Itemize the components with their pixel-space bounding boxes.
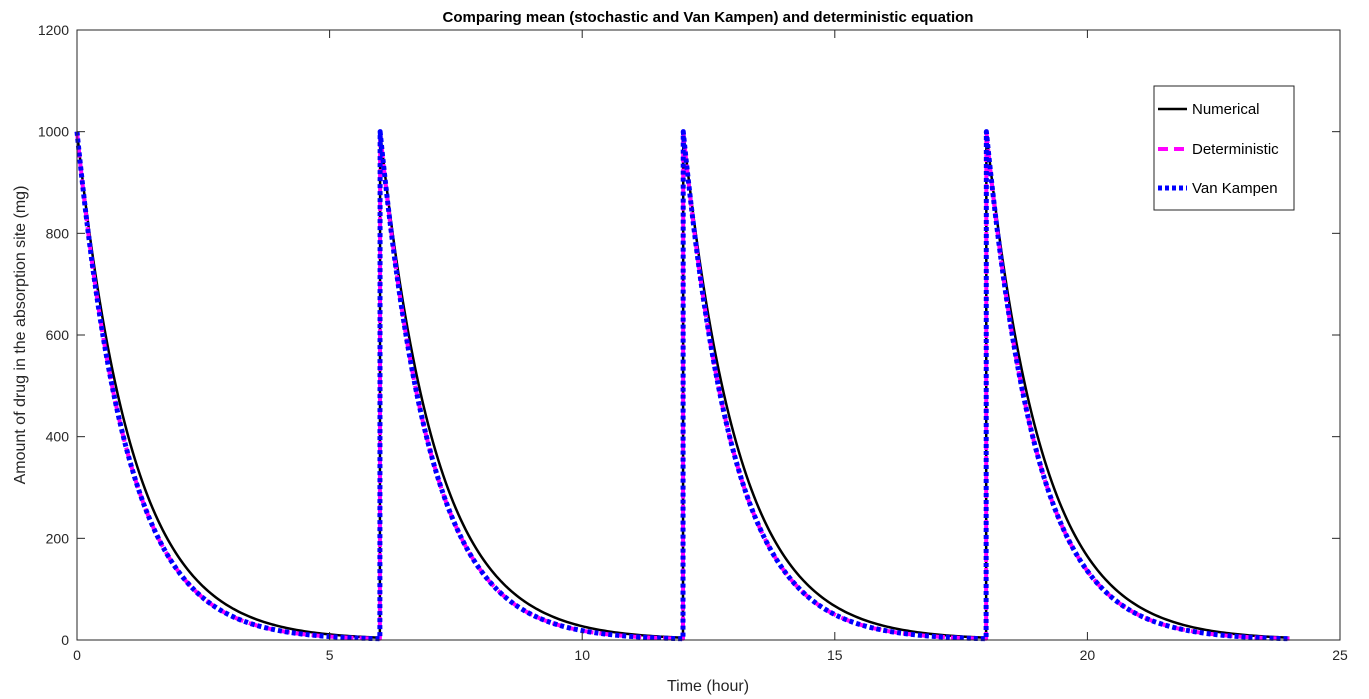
series-layer: [74, 129, 1290, 642]
chart-title: Comparing mean (stochastic and Van Kampe…: [443, 9, 974, 26]
legend-label-deterministic: Deterministic: [1192, 141, 1279, 158]
y-tick-label: 800: [46, 225, 70, 241]
y-tick-label: 1200: [38, 22, 69, 38]
y-tick-label: 1000: [38, 124, 69, 140]
x-tick-label: 10: [574, 647, 590, 663]
y-tick-label: 400: [46, 429, 70, 445]
x-tick-label: 20: [1080, 647, 1096, 663]
series-line-van-kampen: [74, 129, 1290, 642]
x-tick-label: 5: [326, 647, 334, 663]
y-tick-label: 600: [46, 327, 70, 343]
legend-items: Numerical Deterministic Van Kampen: [1158, 101, 1279, 197]
axes-layer: 0 5 10 15 20 25 0 200 400 600 800 1000 1200: [38, 22, 1348, 663]
y-tick-label: 0: [61, 632, 69, 648]
y-axis-title: Amount of drug in the absorption site (m…: [12, 186, 29, 485]
x-tick-label: 0: [73, 647, 81, 663]
x-axis-title: Time (hour): [667, 678, 749, 695]
legend-label-van-kampen: Van Kampen: [1192, 180, 1278, 197]
y-tick-label: 200: [46, 530, 70, 546]
x-tick-label: 25: [1332, 647, 1348, 663]
legend: Numerical Deterministic Van Kampen: [1153, 85, 1295, 211]
legend-label-numerical: Numerical: [1192, 101, 1260, 118]
x-tick-label: 15: [827, 647, 843, 663]
